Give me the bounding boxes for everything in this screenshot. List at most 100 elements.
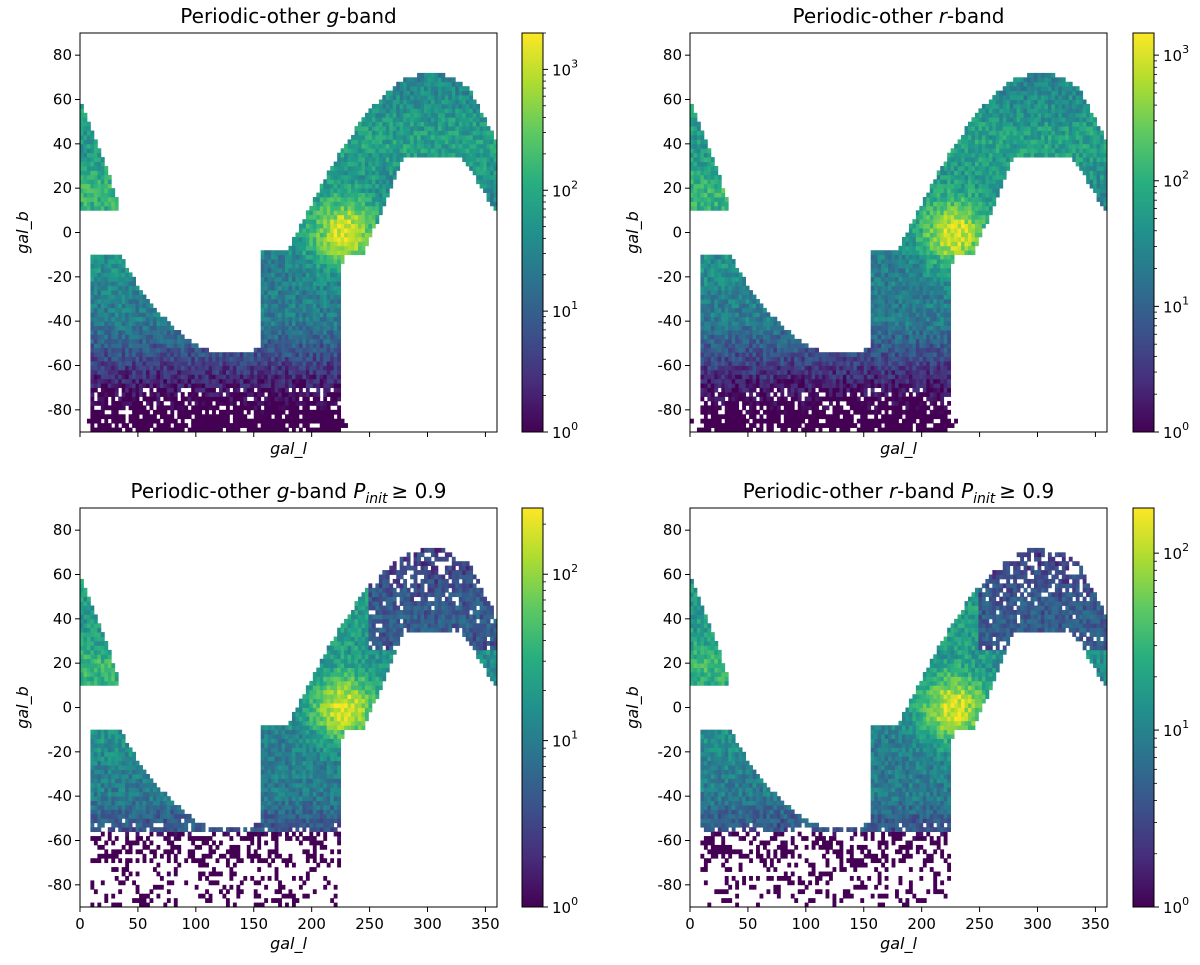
heatmap-cell: [260, 290, 265, 295]
heatmap-cell: [759, 396, 764, 402]
heatmap-cell: [749, 294, 753, 300]
heatmap-cell: [815, 423, 819, 428]
heatmap-cell: [396, 121, 401, 127]
heatmap-cell: [700, 201, 705, 207]
heatmap-cell: [389, 179, 394, 185]
heatmap-cell: [194, 405, 199, 411]
heatmap-cell: [863, 418, 868, 424]
heatmap-cell: [769, 316, 774, 322]
heatmap-cell: [243, 365, 248, 371]
heatmap-cell: [118, 267, 123, 273]
heatmap-cell: [232, 405, 237, 411]
heatmap-cell: [742, 316, 747, 322]
heatmap-cell: [696, 201, 701, 207]
heatmap-cell: [832, 369, 837, 375]
heatmap-cell: [337, 334, 342, 340]
heatmap-cell: [222, 369, 227, 375]
heatmap-cell: [330, 325, 335, 331]
heatmap-cell: [100, 179, 105, 185]
heatmap-cell: [703, 166, 708, 171]
heatmap-cell: [323, 259, 328, 264]
heatmap-cell: [194, 418, 199, 424]
heatmap-cell: [721, 321, 726, 326]
heatmap-cell: [278, 303, 282, 309]
heatmap-cell: [100, 427, 105, 433]
heatmap-cell: [881, 294, 886, 300]
heatmap-cell: [382, 148, 387, 154]
heatmap-cell: [312, 299, 317, 304]
heatmap-cell: [881, 361, 886, 366]
heatmap-cell: [437, 139, 442, 145]
heatmap-cell: [281, 374, 286, 380]
heatmap-cell: [118, 352, 123, 358]
heatmap-cell: [710, 188, 715, 193]
heatmap-cell: [274, 427, 279, 433]
heatmap-cell: [818, 409, 823, 415]
heatmap-cell: [424, 108, 428, 114]
heatmap-cell: [309, 250, 314, 256]
heatmap-cell: [783, 352, 788, 358]
heatmap-cell: [773, 316, 778, 322]
heatmap-cell: [735, 369, 740, 375]
heatmap-cell: [281, 405, 286, 411]
heatmap-cell: [465, 112, 470, 118]
heatmap-cell: [111, 383, 116, 389]
heatmap-cell: [714, 423, 719, 428]
heatmap-cell: [90, 281, 95, 287]
heatmap-cell: [149, 330, 154, 335]
heatmap-cell: [302, 396, 307, 402]
heatmap-cell: [783, 330, 788, 335]
heatmap-cell: [319, 183, 324, 189]
heatmap-cell: [236, 418, 241, 424]
heatmap-cell: [323, 281, 328, 287]
heatmap-cell: [700, 294, 705, 300]
heatmap-cell: [326, 210, 331, 216]
heatmap-cell: [829, 356, 833, 362]
heatmap-cell: [870, 281, 875, 287]
heatmap-cell: [281, 356, 286, 362]
heatmap-cell: [368, 166, 373, 171]
heatmap-cell: [278, 343, 282, 349]
heatmap-cell: [451, 139, 456, 145]
heatmap-cell: [863, 423, 868, 428]
heatmap-cell: [455, 112, 460, 118]
heatmap-cell: [340, 254, 345, 260]
heatmap-cell: [344, 192, 348, 198]
heatmap-cell: [783, 423, 788, 428]
heatmap-cell: [790, 338, 795, 344]
heatmap-cell: [385, 157, 390, 162]
heatmap-cell: [465, 130, 470, 136]
heatmap-cell: [288, 347, 293, 353]
heatmap-cell: [690, 117, 694, 123]
heatmap-cell: [849, 423, 854, 428]
heatmap-cell: [776, 423, 781, 428]
heatmap-cell: [424, 134, 428, 140]
heatmap-cell: [479, 130, 484, 136]
heatmap-cell: [100, 374, 105, 380]
heatmap-cell: [222, 400, 227, 406]
heatmap-cell: [316, 387, 321, 393]
heatmap-cell: [724, 387, 729, 393]
heatmap-cell: [410, 134, 415, 140]
heatmap-cell: [389, 143, 394, 149]
heatmap-cell: [215, 352, 220, 358]
heatmap-cell: [180, 374, 185, 380]
heatmap-cell: [205, 374, 209, 380]
heatmap-cell: [319, 423, 324, 428]
heatmap-cell: [83, 112, 88, 118]
heatmap-cell: [295, 325, 300, 331]
heatmap-cell: [90, 201, 95, 207]
heatmap-cell: [302, 228, 307, 233]
heatmap-cell: [403, 81, 408, 87]
heatmap-cell: [111, 201, 116, 207]
heatmap-cell: [849, 392, 854, 397]
y-tick-label: -40: [48, 312, 73, 330]
heatmap-cell: [100, 259, 105, 264]
heatmap-cell: [260, 285, 265, 291]
heatmap-cell: [766, 423, 771, 428]
heatmap-cell: [749, 409, 753, 415]
heatmap-cell: [804, 347, 809, 353]
heatmap-cell: [731, 343, 736, 349]
heatmap-cell: [104, 387, 109, 393]
heatmap-cell: [808, 387, 813, 393]
